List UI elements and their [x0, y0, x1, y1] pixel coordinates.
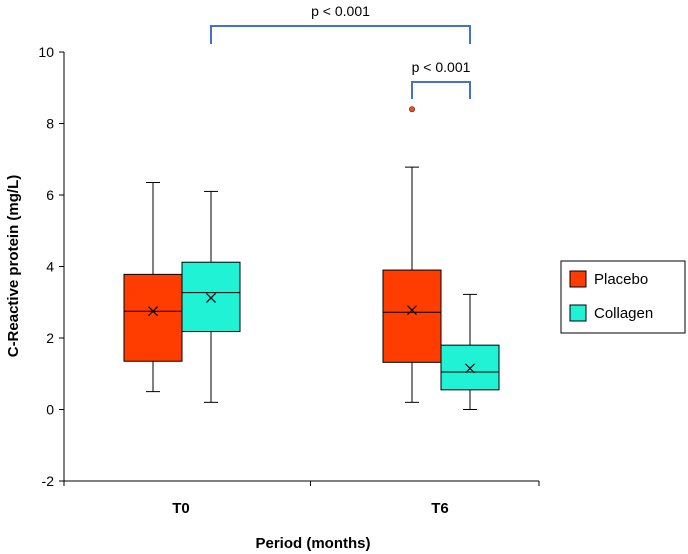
significance-bracket: p < 0.001: [210, 3, 471, 44]
legend-label-placebo: Placebo: [594, 271, 648, 288]
box-placebo-t6: [382, 106, 442, 403]
y-tick-label: 10: [38, 44, 54, 60]
mean-marker: [407, 305, 417, 316]
iqr-box: [440, 344, 500, 391]
x-category-label: T6: [431, 500, 449, 517]
legend-label-collagen: Collagen: [594, 305, 653, 322]
legend-swatch-collagen: [569, 304, 587, 322]
mean-marker: [206, 293, 216, 303]
significance-label: p < 0.001: [311, 3, 370, 19]
outlier-point: [408, 106, 415, 113]
y-tick-label: 8: [46, 116, 54, 132]
box-collagen-t6: [440, 293, 500, 410]
y-axis-title: C-Reactive protein (mg/L): [5, 175, 22, 358]
axes-group: -2 0 2 4 6 8 10 T0 T6: [38, 44, 540, 517]
box-collagen-t0: [181, 190, 241, 403]
y-tick-label: 2: [46, 330, 54, 346]
legend-swatch-placebo: [569, 270, 587, 288]
x-category-label: T0: [172, 500, 190, 517]
iqr-box: [123, 273, 183, 362]
y-tick-label: 4: [46, 259, 54, 275]
legend: Placebo Collagen: [560, 260, 686, 334]
y-tick-label: 6: [46, 187, 54, 203]
y-tick-label: 0: [46, 402, 54, 418]
box-placebo-t0: [123, 181, 183, 393]
significance-group: p < 0.001 p < 0.001: [210, 3, 471, 99]
mean-marker: [148, 306, 158, 317]
x-axis-title: Period (months): [256, 535, 371, 552]
iqr-box: [181, 261, 241, 333]
boxes-group: [123, 106, 500, 410]
y-tick-label: -2: [42, 473, 55, 489]
mean-marker: [465, 363, 475, 374]
bracket-line: [210, 25, 471, 44]
significance-bracket: p < 0.001: [411, 59, 471, 99]
significance-label: p < 0.001: [412, 59, 471, 75]
bracket-line: [411, 81, 471, 99]
iqr-box: [382, 269, 442, 363]
